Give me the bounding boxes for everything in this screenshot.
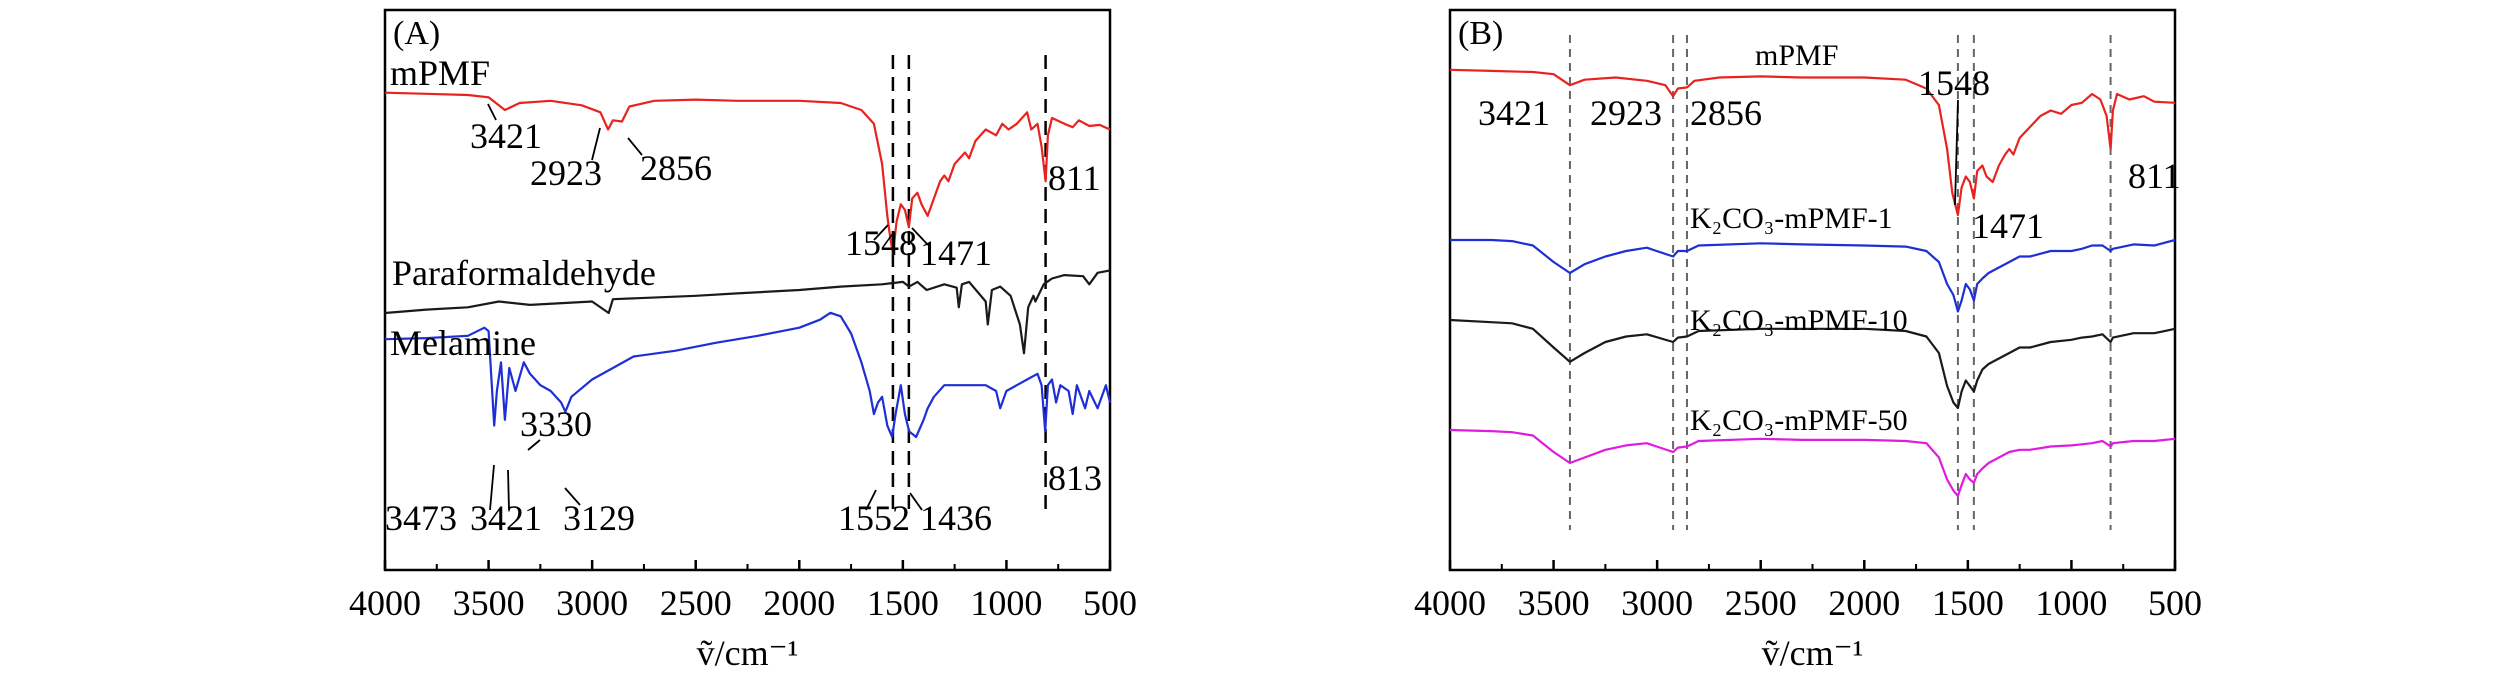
x-tick-label: 2000 xyxy=(1828,583,1900,623)
peak-label: 2923 xyxy=(530,153,602,193)
peak-label: 1436 xyxy=(920,498,992,538)
x-tick-label: 3000 xyxy=(556,583,628,623)
x-tick-label: 1500 xyxy=(1932,583,2004,623)
x-tick-label: 3000 xyxy=(1621,583,1693,623)
x-axis-label: ṽ/cm⁻¹ xyxy=(697,633,799,673)
peak-label: 3473 xyxy=(385,498,457,538)
peak-label: 2923 xyxy=(1590,93,1662,133)
x-tick-label: 500 xyxy=(2148,583,2202,623)
series-line xyxy=(1449,428,2176,498)
peak-label: 1471 xyxy=(920,233,992,273)
peak-label: 3421 xyxy=(470,498,542,538)
peak-leader xyxy=(487,103,497,121)
peak-label: 811 xyxy=(1048,158,1101,198)
x-tick-label: 2500 xyxy=(660,583,732,623)
peak-leader xyxy=(591,127,601,161)
x-tick-label: 4000 xyxy=(1414,583,1486,623)
series-label: mPMF xyxy=(1755,39,1838,72)
series-line xyxy=(1450,238,2176,313)
peak-leader xyxy=(909,492,923,511)
panel-label: (B) xyxy=(1458,15,1503,52)
peak-label: 2856 xyxy=(640,148,712,188)
peak-label: 3129 xyxy=(563,498,635,538)
panel-label: (A) xyxy=(393,15,440,52)
series-line xyxy=(1449,68,2176,217)
x-axis-label: ṽ/cm⁻¹ xyxy=(1762,633,1864,673)
peak-label: 2856 xyxy=(1690,93,1762,133)
series-line xyxy=(384,269,1111,355)
panel-a: (A) 4000 3500 3000 2500 2000 1500 1000 500 ṽ/cm⁻¹… xyxy=(349,8,1137,673)
peak-leader xyxy=(507,469,510,511)
peak-label: 1548 xyxy=(1918,63,1990,103)
series-line xyxy=(1449,318,2176,410)
x-tick-label: 3500 xyxy=(453,583,525,623)
peak-leader xyxy=(873,224,889,241)
peak-label: 3330 xyxy=(520,404,592,444)
x-tick-label: 3500 xyxy=(1518,583,1590,623)
peak-label: 1471 xyxy=(1972,206,2044,246)
peak-leader xyxy=(564,487,581,506)
peak-leader xyxy=(1954,99,1959,206)
peak-leader xyxy=(911,227,929,246)
panel-b: (B) 4000 3500 3000 2500 2000 1500 1000 500 ṽ/cm⁻¹… xyxy=(1414,8,2202,673)
peak-label: 811 xyxy=(2128,156,2181,196)
peak-leader xyxy=(865,489,877,511)
series-line xyxy=(384,91,1111,255)
x-tick-label: 1500 xyxy=(867,583,939,623)
series-line xyxy=(384,311,1112,439)
x-tick-label: 500 xyxy=(1083,583,1137,623)
x-tick-label: 2500 xyxy=(1725,583,1797,623)
series-label: K₂CO₃-mPMF-1 xyxy=(1690,202,1893,235)
series-label: Melamine xyxy=(390,323,536,363)
series-label: Paraformaldehyde xyxy=(392,253,656,293)
peak-label: 1548 xyxy=(845,223,917,263)
series-label: K₂CO₃-mPMF-50 xyxy=(1690,404,1908,437)
peak-label: 3421 xyxy=(470,116,542,156)
peak-leader xyxy=(489,464,495,511)
series-label: mPMF xyxy=(390,53,490,93)
x-tick-label: 4000 xyxy=(349,583,421,623)
x-tick-label: 2000 xyxy=(763,583,835,623)
peak-leader xyxy=(627,137,643,156)
peak-leader xyxy=(527,439,541,451)
series-label: K₂CO₃-mPMF-10 xyxy=(1690,304,1908,337)
x-tick-label: 1000 xyxy=(970,583,1042,623)
peak-label: 3421 xyxy=(1478,93,1550,133)
peak-label: 813 xyxy=(1048,458,1102,498)
peak-label: 1552 xyxy=(838,498,910,538)
x-tick-label: 1000 xyxy=(2035,583,2107,623)
